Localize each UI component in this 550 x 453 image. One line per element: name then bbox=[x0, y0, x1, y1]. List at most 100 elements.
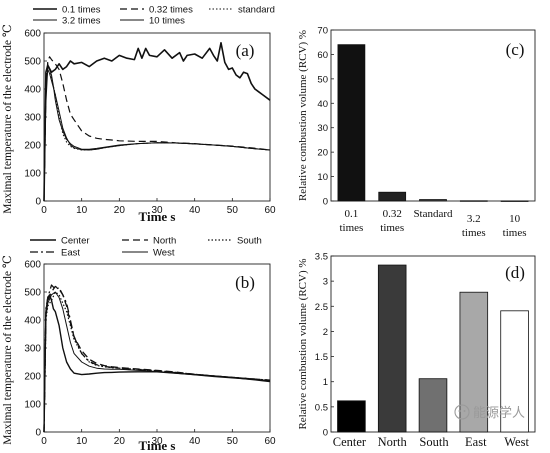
y-tick-label: 500 bbox=[24, 288, 41, 299]
y-tick-label: 400 bbox=[24, 316, 41, 327]
y-tick-label: 600 bbox=[24, 29, 41, 40]
panel-a: 0 10 20 30 40 50 600100200300400500600(a)Time … bbox=[2, 5, 276, 225]
x-tick-label: 50 bbox=[227, 205, 239, 216]
bar bbox=[377, 264, 407, 433]
bar bbox=[378, 191, 407, 202]
panel-label: (b) bbox=[235, 273, 255, 292]
y-tick-label: 300 bbox=[24, 344, 41, 355]
x-tick-label: 40 bbox=[189, 205, 201, 216]
series-line-standard bbox=[43, 63, 271, 202]
series-line-north bbox=[43, 285, 271, 433]
x-tick-label: 60 bbox=[264, 436, 276, 447]
category-label: North bbox=[378, 435, 408, 449]
category-label-line1: 0.1 bbox=[345, 208, 359, 220]
y-tick-label: 2.5 bbox=[315, 302, 328, 313]
bar bbox=[500, 200, 529, 202]
y-tick-label: 0 bbox=[323, 428, 328, 439]
panel-d: 0 0.5 1 1.5 2 2.5 3 3.5 Center North South East West… bbox=[297, 252, 536, 449]
y-tick-label: 500 bbox=[24, 57, 41, 68]
bar bbox=[337, 400, 366, 433]
y-tick-label: 70 bbox=[317, 26, 328, 37]
legend-label: 0.1 times bbox=[62, 5, 101, 16]
x-tick-label: 30 bbox=[151, 436, 163, 447]
y-axis-label: Relative combustion volume (RCV) % bbox=[297, 258, 309, 429]
watermark-logo: 能源学人 bbox=[454, 404, 525, 420]
x-tick-label: 30 bbox=[151, 205, 163, 216]
legend-label: West bbox=[153, 248, 175, 259]
x-tick-label: 10 bbox=[76, 205, 88, 216]
y-axis-label: Maximal temperature of the electrode ℃ bbox=[2, 24, 14, 214]
series-line-0-1-times bbox=[43, 41, 271, 202]
category-label-line2: times bbox=[503, 227, 527, 239]
y-tick-label: 3 bbox=[323, 277, 328, 288]
category-label-line2: times bbox=[380, 222, 404, 234]
series-line-10-times bbox=[43, 68, 271, 202]
y-tick-label: 0 bbox=[35, 428, 41, 439]
category-label-line2: times bbox=[462, 227, 486, 239]
panel-label: (c) bbox=[506, 40, 525, 59]
y-axis-label: Maximal temperature of the electrode ℃ bbox=[2, 255, 14, 445]
category-label-line1: 3.2 bbox=[467, 213, 481, 225]
legend-label: South bbox=[237, 236, 262, 247]
series-line-east bbox=[43, 284, 271, 433]
legend-label: 0.32 times bbox=[149, 5, 193, 16]
y-tick-label: 10 bbox=[317, 172, 328, 183]
series-line-west bbox=[43, 291, 271, 433]
legend: 0.1 times 0.32 times standard 3.2 times 10 t… bbox=[33, 5, 275, 27]
series-line-0-32-times bbox=[43, 56, 271, 202]
y-axis-label: Relative combustion volume (RCV) % bbox=[297, 30, 309, 201]
legend-label: 10 times bbox=[149, 16, 185, 27]
y-tick-label: 3.5 bbox=[315, 252, 328, 263]
legend-label: Center bbox=[61, 236, 90, 247]
y-tick-label: 1 bbox=[323, 377, 328, 388]
category-label-line2: times bbox=[339, 222, 363, 234]
category-label-line1: 0.32 bbox=[383, 208, 402, 220]
legend-label: North bbox=[153, 236, 176, 247]
wechat-icon bbox=[454, 404, 470, 420]
y-tick-label: 200 bbox=[24, 372, 41, 383]
y-tick-label: 100 bbox=[24, 169, 41, 180]
x-tick-label: 60 bbox=[264, 205, 276, 216]
y-tick-label: 0 bbox=[35, 197, 41, 208]
y-tick-label: 30 bbox=[317, 123, 328, 134]
x-tick-label: 10 bbox=[76, 436, 88, 447]
y-tick-label: 1.5 bbox=[315, 352, 328, 363]
bar bbox=[459, 291, 489, 433]
legend-label: 3.2 times bbox=[62, 16, 101, 27]
bar bbox=[459, 200, 488, 202]
y-tick-label: 50 bbox=[317, 74, 328, 85]
y-tick-label: 40 bbox=[317, 99, 328, 110]
x-tick-label: 20 bbox=[114, 205, 126, 216]
y-tick-label: 20 bbox=[317, 148, 328, 159]
series-line-south bbox=[43, 291, 271, 433]
panel-b: 0 10 20 30 40 50 600100200300400500600(b)Time … bbox=[2, 236, 276, 453]
category-label: West bbox=[504, 435, 529, 449]
x-tick-label: 20 bbox=[114, 436, 126, 447]
legend: Center North South East West bbox=[30, 236, 262, 259]
category-label: East bbox=[465, 435, 487, 449]
watermark-text: 能源学人 bbox=[473, 405, 525, 420]
bar bbox=[500, 310, 529, 433]
y-tick-label: 0 bbox=[323, 197, 328, 208]
wechat-icon-eye bbox=[463, 410, 466, 412]
category-label-line1: 10 bbox=[509, 213, 521, 225]
bar bbox=[418, 378, 448, 433]
y-tick-label: 400 bbox=[24, 85, 41, 96]
y-tick-label: 300 bbox=[24, 113, 41, 124]
x-axis-label: Time s bbox=[139, 438, 176, 453]
wechat-icon-eye bbox=[458, 410, 461, 412]
panel-label: (d) bbox=[505, 263, 525, 282]
bar bbox=[419, 199, 447, 202]
y-tick-label: 600 bbox=[24, 260, 41, 271]
y-tick-label: 200 bbox=[24, 141, 41, 152]
legend-label: East bbox=[61, 248, 80, 259]
bar bbox=[337, 44, 366, 202]
series-line-3-2-times bbox=[43, 66, 271, 202]
panel-c: 0 10 20 30 40 50 60 70 0.1 times 0.32 times Standard… bbox=[297, 26, 536, 239]
y-tick-label: 2 bbox=[323, 327, 328, 338]
x-tick-label: 40 bbox=[189, 436, 201, 447]
x-axis-label: Time s bbox=[139, 209, 176, 224]
category-label-line1: Standard bbox=[413, 208, 453, 220]
